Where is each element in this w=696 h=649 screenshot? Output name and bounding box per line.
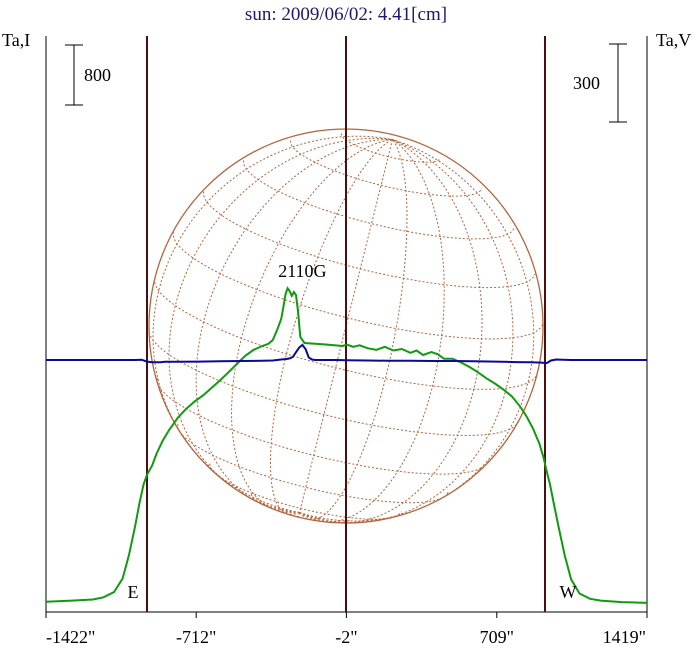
longitude-line [299, 139, 408, 521]
latitude-line [290, 140, 483, 197]
left-axis-label: Ta,I [2, 30, 30, 50]
peak-annotation: 2110G [278, 261, 326, 281]
right-scale-bar [609, 43, 627, 123]
longitude-line [299, 139, 535, 522]
longitude-line [230, 139, 393, 514]
longitude-line [195, 139, 393, 513]
solar-disk [148, 128, 544, 524]
east-limb-marker: E [128, 582, 139, 602]
disk-grid [149, 133, 543, 523]
latitude-line [172, 231, 543, 340]
latitude-line [154, 278, 538, 390]
longitude-line [297, 139, 393, 518]
x-tick-label: -2" [335, 627, 357, 647]
right-axis-label: Ta,V [656, 30, 691, 50]
longitude-line [168, 137, 393, 513]
x-tick-label: -1422" [46, 627, 95, 647]
longitude-line [270, 139, 393, 516]
latitude-line [202, 191, 536, 289]
longitude-line [299, 139, 445, 523]
x-tick-label: -712" [176, 627, 216, 647]
latitude-line [177, 424, 449, 504]
longitude-line [299, 139, 514, 523]
longitude-line [152, 135, 393, 513]
x-tick-label: 1419" [603, 627, 646, 647]
x-ticks: -1422" -712" -2" 709" 1419" [45, 612, 648, 647]
left-scale-bar [65, 44, 83, 106]
intensity-series-line [45, 286, 648, 604]
chart-title: sun: 2009/06/02: 4.41[cm] [245, 4, 447, 25]
limb-and-center-lines [146, 36, 546, 612]
polarization-series-line [46, 343, 647, 365]
right-scale-bar-label: 300 [573, 73, 600, 93]
left-scale-bar-label: 800 [84, 65, 111, 85]
x-tick-label: 709" [480, 627, 514, 647]
longitude-line [299, 139, 483, 523]
latitude-line [242, 160, 515, 240]
west-limb-marker: W [560, 582, 577, 602]
